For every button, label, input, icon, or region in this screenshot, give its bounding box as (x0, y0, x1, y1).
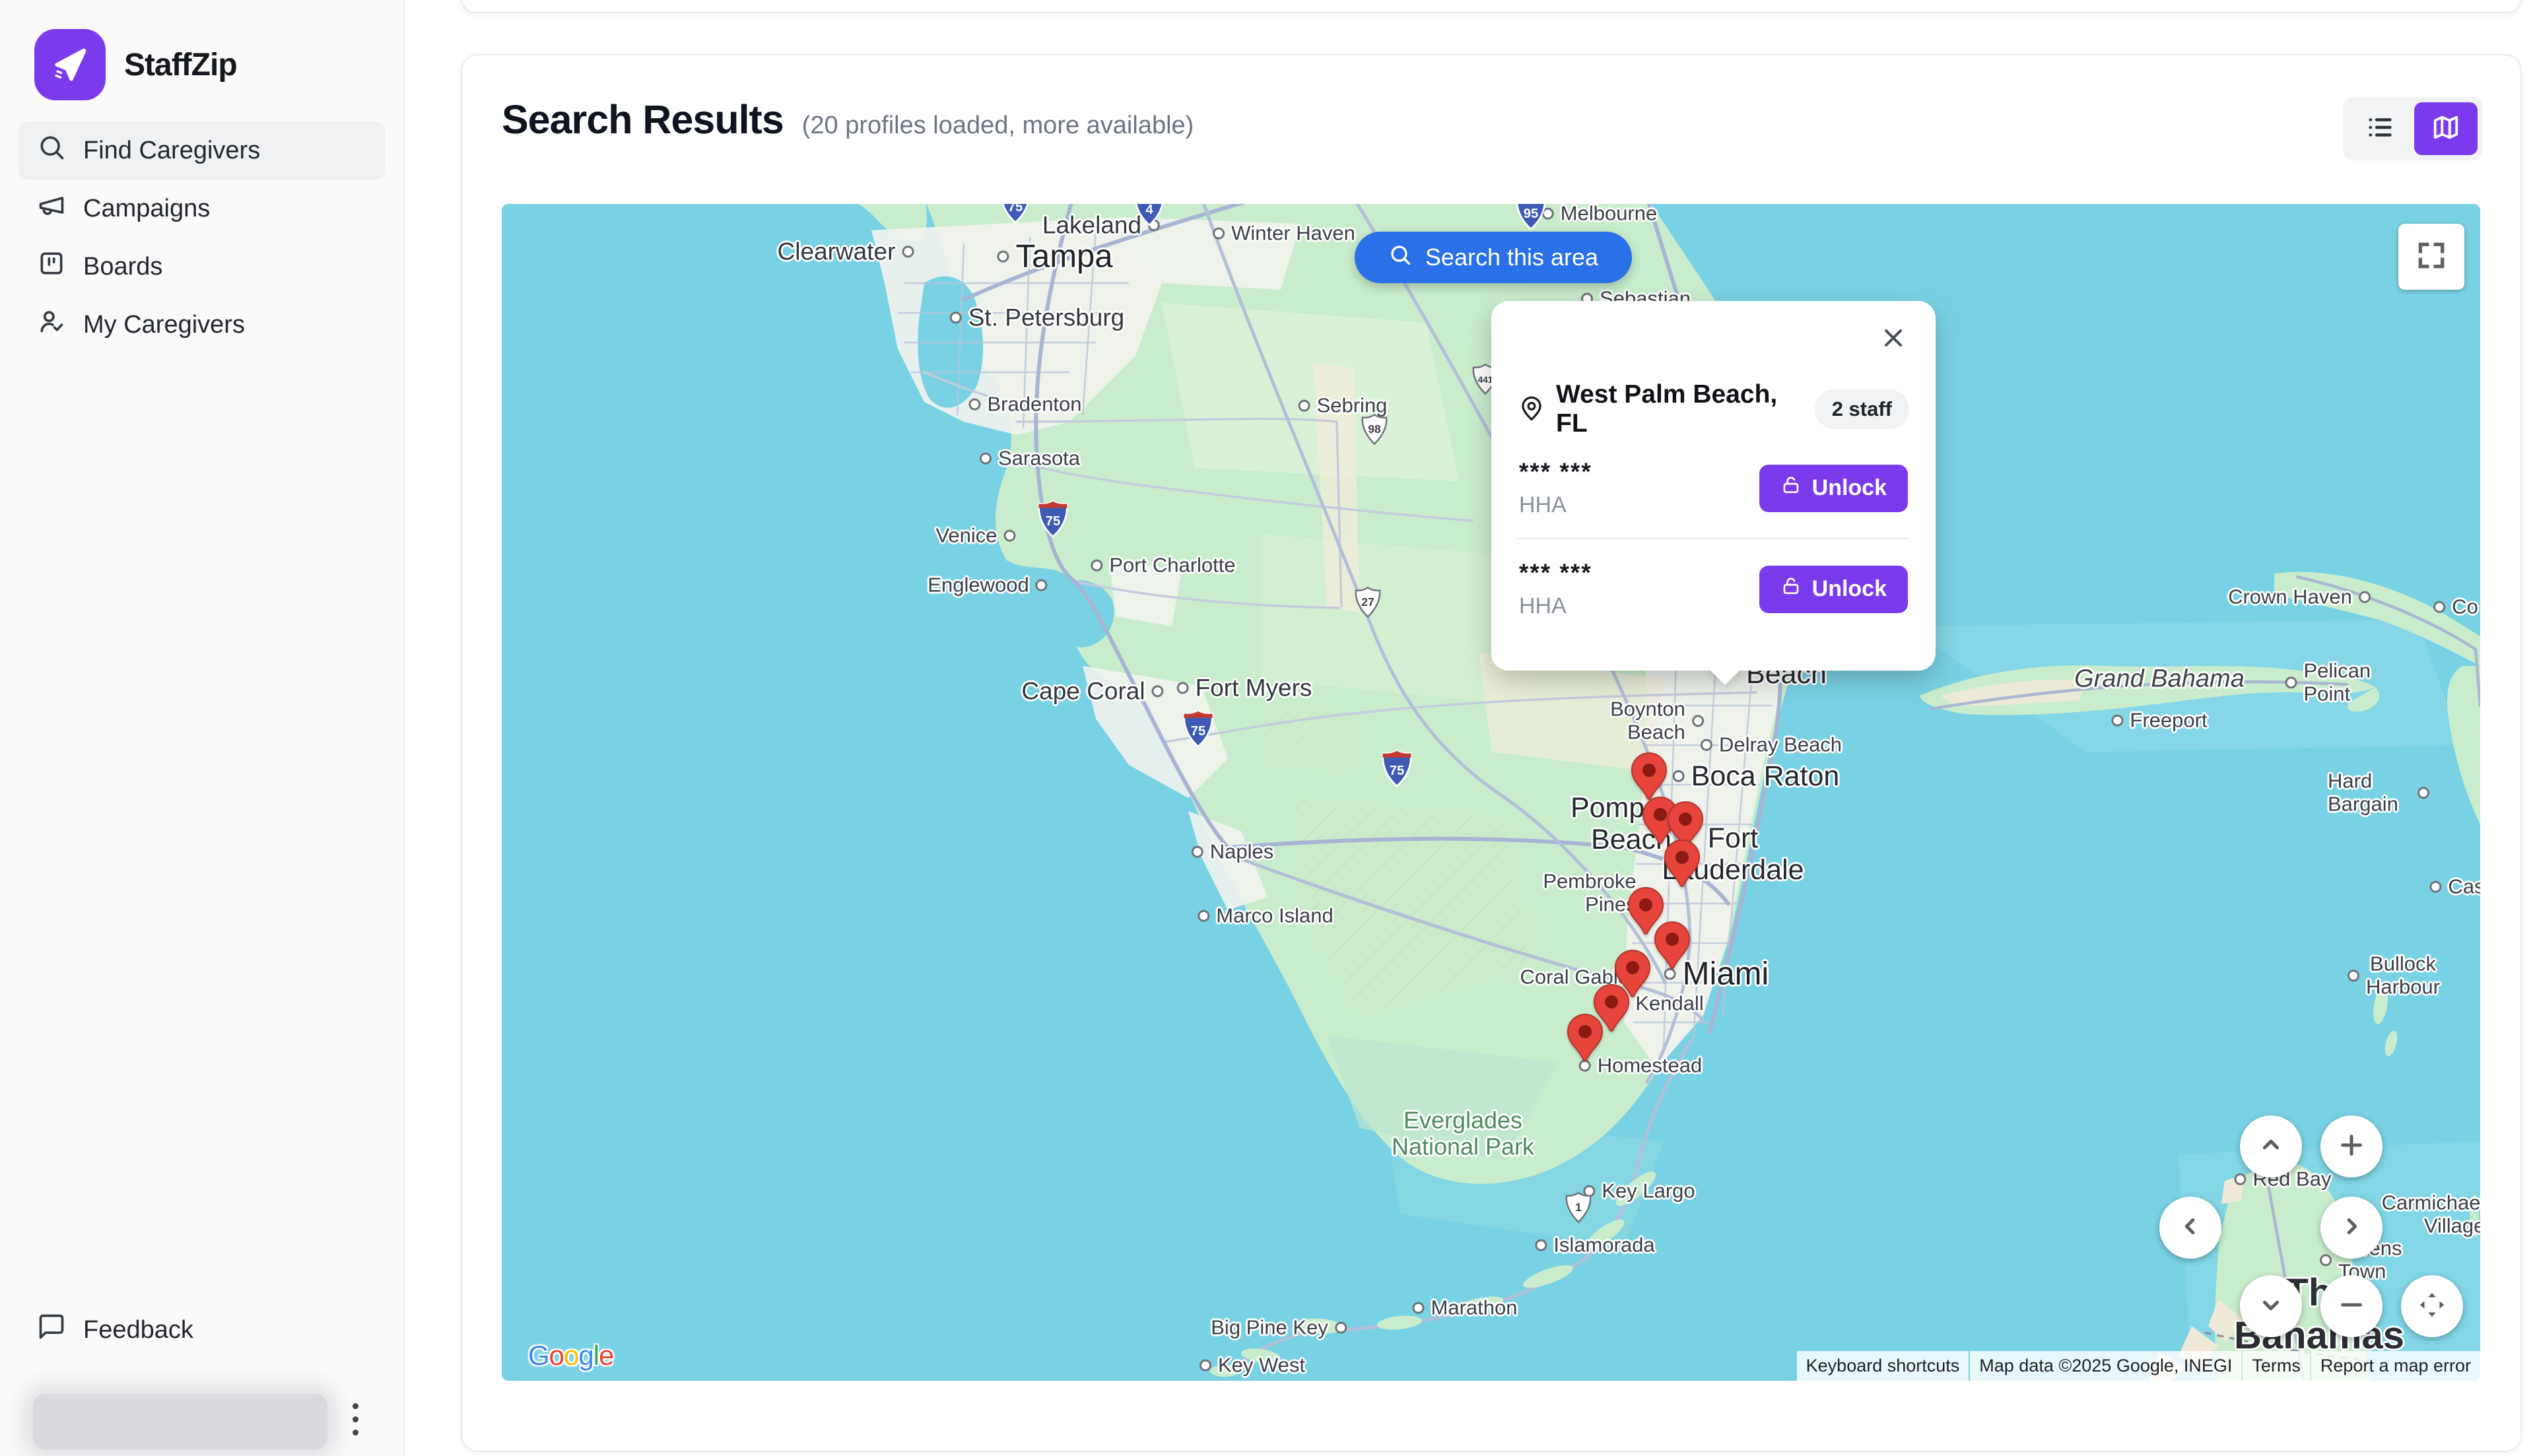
unlock-button[interactable]: Unlock (1759, 565, 1908, 613)
search-icon (37, 133, 66, 168)
sidebar-item-campaigns[interactable]: Campaigns (18, 180, 385, 238)
popup-staff-list: *** *** HHA Unlock *** *** HHA Unlock (1518, 438, 1909, 639)
unlock-label: Unlock (1811, 475, 1887, 500)
popup-close-button[interactable] (1877, 323, 1909, 355)
results-count: (20 profiles loaded, more available) (801, 112, 1194, 139)
report-map-error-link[interactable]: Report a map error (2311, 1351, 2480, 1381)
map-move-button[interactable] (2401, 1275, 2463, 1337)
map-pin[interactable] (1567, 1013, 1604, 1063)
map-pin[interactable] (1631, 752, 1668, 802)
chevron-down-icon (2256, 1290, 2286, 1323)
map-canvas[interactable]: Clearwater Lakeland Winter Haven Tampa St. P… (502, 204, 2480, 1381)
search-this-area-button[interactable]: Search this area (1355, 232, 1632, 283)
chevron-left-icon (2175, 1211, 2206, 1245)
feedback-link[interactable]: Feedback (37, 1312, 193, 1348)
view-toggle (2343, 97, 2483, 160)
unlock-label: Unlock (1811, 576, 1887, 601)
list-view-button[interactable] (2348, 102, 2412, 155)
terms-link[interactable]: Terms (2243, 1351, 2310, 1381)
list-icon (2365, 112, 2395, 146)
app-name: StaffZip (124, 47, 238, 83)
user-account-redacted[interactable] (33, 1394, 327, 1449)
map-pan-right-button[interactable] (2320, 1197, 2383, 1259)
map-pin[interactable] (1642, 796, 1679, 846)
account-menu-button[interactable] (349, 1399, 362, 1439)
map-zoom-in-button[interactable] (2320, 1115, 2383, 1177)
results-header: Search Results (20 profiles loaded, more… (502, 96, 1194, 143)
sidebar-item-my-caregivers[interactable]: My Caregivers (18, 296, 385, 354)
chat-bubble-icon (37, 1312, 66, 1348)
sidebar-item-label: Boards (83, 252, 163, 281)
map-attribution: Keyboard shortcuts Map data ©2025 Google… (1796, 1351, 2480, 1381)
map-icon (2431, 112, 2461, 146)
staff-name-masked: *** *** (1519, 559, 1592, 586)
sidebar-item-label: Find Caregivers (83, 136, 261, 164)
page-title: Search Results (502, 97, 784, 142)
unlock-icon (1780, 576, 1802, 603)
search-results-card: Search Results (20 profiles loaded, more… (461, 54, 2522, 1452)
sidebar-item-label: Campaigns (83, 194, 211, 222)
map-pin[interactable] (1664, 839, 1701, 889)
map-pin[interactable] (1593, 983, 1630, 1034)
app-logo[interactable]: StaffZip (34, 29, 238, 100)
feedback-label: Feedback (83, 1315, 193, 1344)
map-pan-up-button[interactable] (2240, 1115, 2302, 1177)
close-icon (1879, 323, 1908, 356)
sidebar-item-label: My Caregivers (83, 310, 245, 339)
previous-card-bottom-edge (461, 0, 2522, 13)
popup-location: West Palm Beach, FL (1556, 380, 1778, 438)
staff-count-badge: 2 staff (1814, 389, 1909, 429)
staff-role: HHA (1519, 492, 1567, 517)
unlock-icon (1780, 475, 1802, 502)
map-pin[interactable] (1614, 949, 1651, 999)
fullscreen-icon (2415, 239, 2448, 275)
staff-row: *** *** HHA Unlock (1518, 438, 1909, 538)
map-pin[interactable] (1627, 886, 1664, 937)
sidebar-item-boards[interactable]: Boards (18, 238, 385, 296)
megaphone-icon (37, 191, 66, 226)
map-pan-down-button[interactable] (2240, 1275, 2302, 1337)
user-check-icon (37, 307, 66, 343)
location-pin-icon (1518, 394, 1545, 425)
plus-icon (2336, 1130, 2367, 1164)
popup-header: West Palm Beach, FL 2 staff (1518, 380, 1909, 438)
map-data-text: Map data ©2025 Google, INEGI (1970, 1351, 2242, 1381)
map-info-popup: West Palm Beach, FL 2 staff *** *** HHA Un… (1491, 301, 1936, 685)
sidebar-item-find-caregivers[interactable]: Find Caregivers (18, 121, 385, 180)
kebab-icon (353, 1403, 358, 1409)
unlock-button[interactable]: Unlock (1759, 464, 1908, 512)
map-pin[interactable] (1667, 801, 1704, 851)
staff-role: HHA (1519, 593, 1567, 618)
google-logo: Google (528, 1340, 614, 1371)
map-pins-layer (502, 204, 2480, 1381)
kanban-icon (37, 249, 66, 284)
keyboard-shortcuts-link[interactable]: Keyboard shortcuts (1796, 1351, 1969, 1381)
sidebar-nav: Find Caregivers Campaigns Boards My Care… (18, 121, 385, 354)
staff-name-masked: *** *** (1519, 458, 1592, 485)
move-icon (2417, 1290, 2447, 1323)
minus-icon (2336, 1290, 2367, 1323)
staff-row: *** *** HHA Unlock (1518, 538, 1909, 639)
map-zoom-out-button[interactable] (2320, 1275, 2383, 1337)
search-icon (1388, 243, 1412, 273)
chevron-up-icon (2256, 1130, 2286, 1164)
map-pin[interactable] (1654, 921, 1691, 971)
map-view-button[interactable] (2414, 102, 2478, 155)
sidebar: StaffZip Find Caregivers Campaigns Board… (0, 0, 405, 1456)
send-icon (34, 29, 106, 100)
search-this-area-label: Search this area (1425, 244, 1599, 271)
map-pan-left-button[interactable] (2159, 1197, 2221, 1259)
fullscreen-button[interactable] (2398, 224, 2464, 290)
chevron-right-icon (2336, 1211, 2367, 1245)
